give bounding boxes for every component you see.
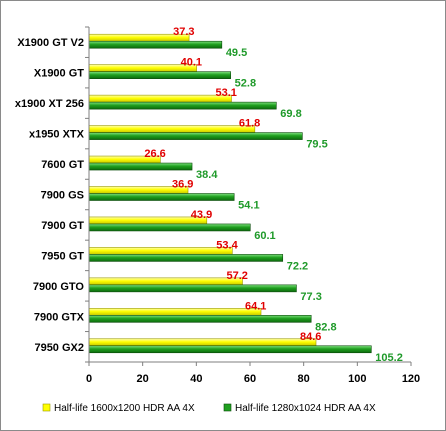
x-tick-label: 20 [137, 373, 149, 385]
category-labels: X1900 GT V2 X1900 GT x1900 XT 256 x1950 XTX… [15, 37, 85, 354]
value-label-series-2: 79.5 [306, 139, 327, 151]
value-label-series-2: 54.1 [238, 200, 259, 212]
value-label-series-1: 40.1 [181, 57, 202, 69]
x-tick-label: 60 [244, 373, 256, 385]
legend-swatch-series-1 [42, 403, 51, 412]
bar-series-2 [88, 162, 193, 171]
bar-series-1 [88, 308, 262, 316]
value-label-series-2: 38.4 [196, 169, 218, 181]
bar-series-1 [88, 216, 208, 225]
x-tick-label: 100 [348, 373, 366, 385]
bar-series-1 [88, 277, 243, 286]
category-label: 7900 GTX [34, 311, 85, 323]
value-label-series-2: 49.5 [226, 47, 247, 59]
bar-series-2 [88, 345, 372, 354]
x-tick-label: 120 [402, 373, 420, 385]
bar-series-2 [88, 101, 277, 110]
legend-label-series-1: Half-life 1600x1200 HDR AA 4X [54, 403, 195, 414]
bar-series-2 [88, 284, 297, 293]
legend-label-series-2: Half-life 1280x1024 HDR AA 4X [235, 403, 376, 414]
value-label-series-1: 61.8 [239, 118, 260, 130]
bar-series-2 [88, 315, 312, 323]
value-label-series-1: 57.2 [226, 270, 247, 282]
value-label-series-2: 82.8 [315, 321, 336, 333]
value-label-series-1: 37.3 [173, 26, 194, 38]
x-tick-label: 40 [190, 373, 202, 385]
bar-series-2 [88, 40, 223, 49]
x-tick-label: 80 [298, 373, 310, 385]
x-axis: 0 20 40 60 80 100 120 [85, 26, 420, 385]
bars-layer [88, 33, 372, 354]
value-label-series-1: 26.6 [144, 148, 165, 160]
bar-series-1 [88, 338, 317, 347]
value-label-series-2: 72.2 [287, 260, 308, 272]
category-label: 7900 GS [41, 190, 84, 202]
value-label-series-1: 64.1 [245, 300, 266, 312]
value-label-series-2: 69.8 [280, 108, 301, 120]
category-label: 7950 GT [41, 250, 84, 262]
value-label-series-2: 52.8 [235, 78, 256, 90]
value-label-series-2: 105.2 [375, 352, 403, 364]
bar-series-1 [88, 247, 233, 255]
category-label: 7900 GT [41, 220, 84, 232]
category-label: x1900 XT 256 [15, 98, 84, 110]
value-label-series-1: 43.9 [191, 209, 212, 221]
bar-series-2 [88, 193, 235, 201]
value-label-series-2: 60.1 [254, 230, 275, 242]
bar-series-2 [88, 132, 303, 140]
category-label: X1900 GT [34, 68, 84, 80]
x-tick-label: 0 [86, 373, 92, 385]
category-label: 7600 GT [41, 159, 84, 171]
category-label: 7950 GX2 [34, 342, 84, 354]
legend-swatch-series-2 [223, 403, 232, 412]
legend: Half-life 1600x1200 HDR AA 4X Half-life 1… [42, 403, 376, 414]
category-label: X1900 GT V2 [17, 37, 84, 49]
value-label-series-1: 53.1 [215, 87, 236, 99]
bar-series-1 [88, 125, 256, 133]
bar-series-2 [88, 223, 251, 232]
value-label-series-1: 36.9 [172, 179, 193, 191]
bar-series-2 [88, 254, 284, 262]
category-label: x1950 XTX [29, 129, 85, 141]
value-labels: 37.3 49.5 40.1 52.853.1 69.8 61.8 79.5 26.6 38.4… [144, 26, 402, 364]
value-label-series-1: 84.6 [300, 331, 321, 343]
value-label-series-1: 53.4 [216, 239, 238, 251]
value-label-series-2: 77.3 [300, 291, 321, 303]
bar-series-2 [88, 71, 231, 79]
category-label: 7900 GTO [33, 281, 85, 293]
bar-series-1 [88, 94, 232, 103]
